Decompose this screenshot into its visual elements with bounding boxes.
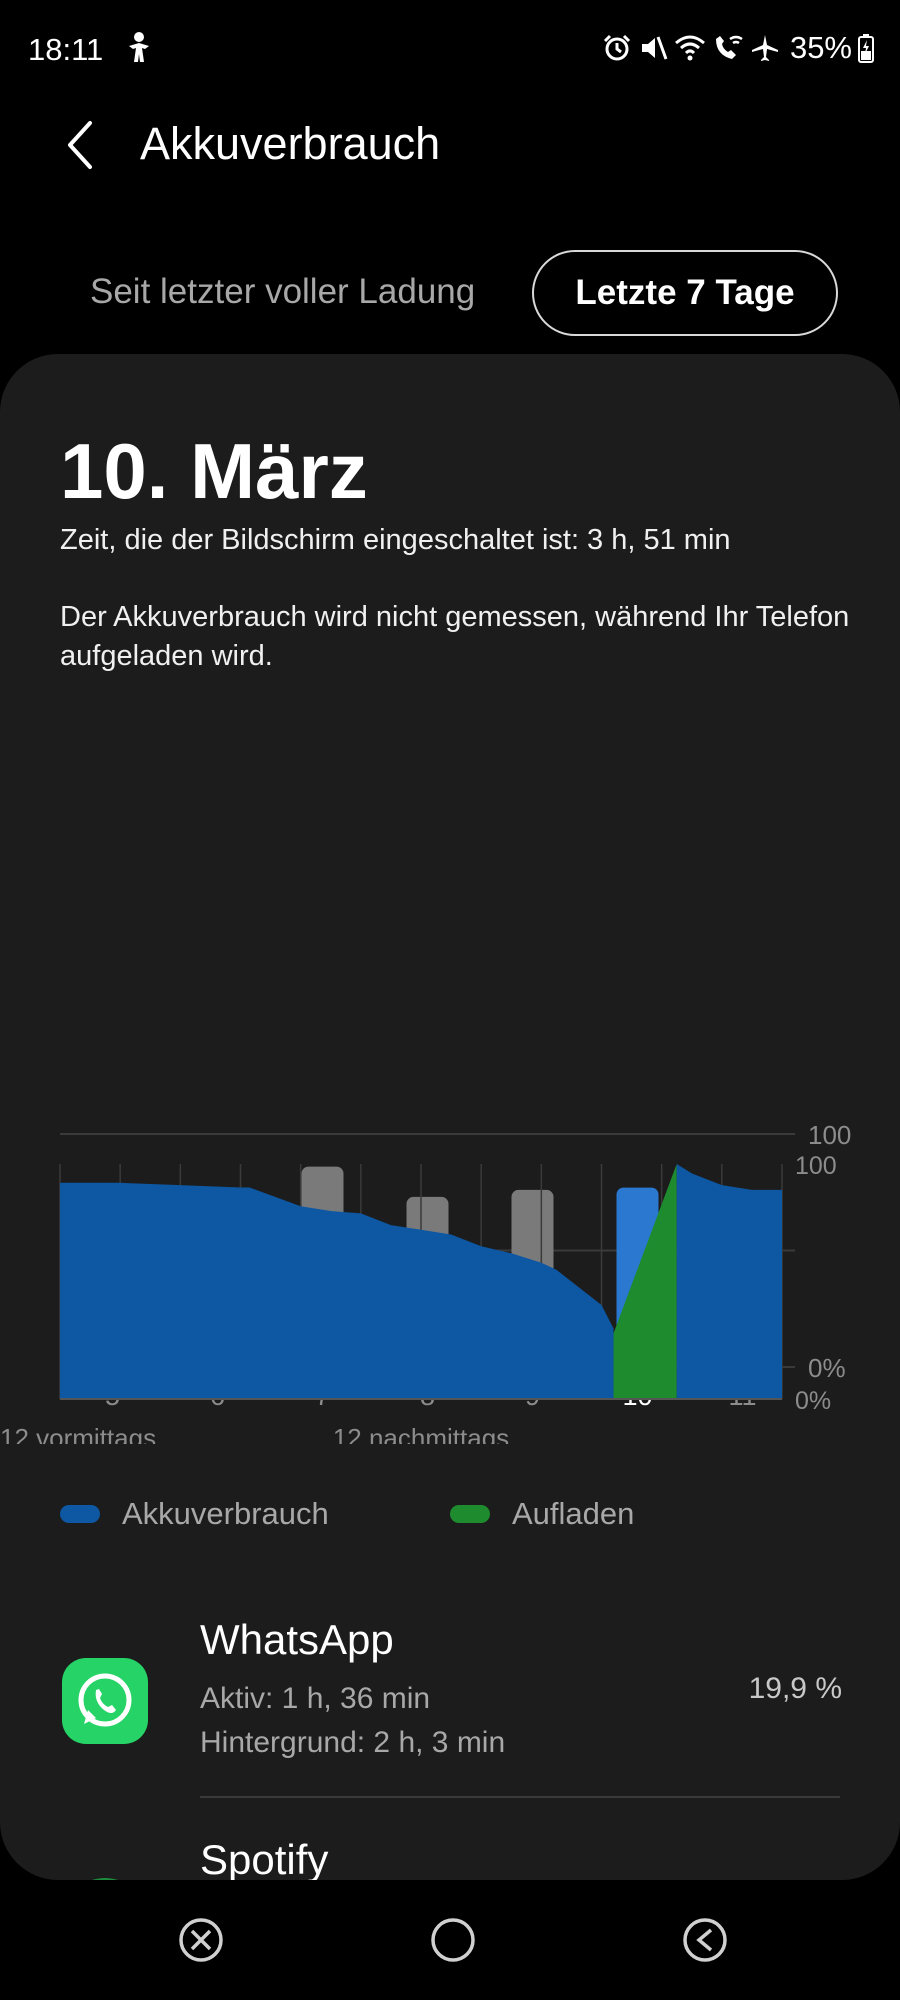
list-divider — [200, 1796, 840, 1798]
usage-area-after-charge — [676, 1164, 782, 1399]
app-name: Spotify — [200, 1836, 329, 1880]
bar-ytick-label: 100 — [808, 1120, 851, 1150]
usage-area — [60, 1182, 614, 1399]
spotify-icon — [62, 1878, 148, 1880]
app-active-time: Aktiv: 1 h, 36 min — [200, 1682, 431, 1715]
app-name: WhatsApp — [200, 1616, 394, 1663]
app-row-whatsapp[interactable]: WhatsApp Aktiv: 1 h, 36 min Hintergrund:… — [0, 1616, 900, 1776]
back-button[interactable] — [50, 110, 110, 180]
wifi-call-icon — [715, 35, 743, 59]
whatsapp-icon — [62, 1658, 148, 1744]
alarm-icon — [603, 34, 631, 61]
legend-usage-swatch — [60, 1505, 100, 1523]
date-heading: 10. März — [60, 427, 368, 515]
airplane-icon — [751, 35, 778, 61]
page-title: Akkuverbrauch — [140, 118, 441, 169]
area-xtick-label: 12 nachmittags — [333, 1423, 509, 1444]
area-ytick-label: 0% — [795, 1387, 831, 1415]
charge-area — [613, 1164, 677, 1399]
legend-charge: Aufladen — [450, 1496, 634, 1532]
nav-back-button[interactable] — [675, 1910, 735, 1970]
app-row-spotify[interactable]: Spotify — [0, 1814, 900, 1880]
status-time: 18:11 — [28, 32, 104, 67]
legend-usage: Akkuverbrauch — [60, 1496, 329, 1532]
status-icons: 35% — [602, 28, 874, 68]
nav-home-button[interactable] — [423, 1910, 483, 1970]
accessibility-icon — [129, 32, 149, 62]
back-icon — [683, 1918, 727, 1962]
area-xtick-label: 12 vormittags — [0, 1423, 156, 1444]
nav-recents-button[interactable] — [171, 1910, 231, 1970]
app-background-time: Hintergrund: 2 h, 3 min — [200, 1726, 506, 1759]
app-usage-percent: 19,9 % — [748, 1672, 842, 1705]
battery-level-area-chart: 100 0% 12 vormittags 12 nachmittags — [0, 1152, 837, 1444]
screen-on-time: Zeit, die der Bildschirm eingeschaltet i… — [60, 524, 731, 556]
bar-ytick-label: 0% — [808, 1353, 846, 1383]
recents-icon — [179, 1918, 223, 1962]
wifi-icon — [674, 35, 705, 61]
tab-last-7-days[interactable]: Letzte 7 Tage — [532, 250, 838, 336]
mute-icon — [641, 36, 668, 60]
chevron-left-icon — [68, 121, 92, 169]
battery-charging-icon — [858, 34, 874, 63]
tab-since-full-charge[interactable]: Seit letzter voller Ladung — [90, 272, 476, 311]
legend-charge-swatch — [450, 1505, 490, 1523]
home-icon — [431, 1918, 475, 1962]
battery-usage-card: 10. März Zeit, die der Bildschirm einges… — [0, 354, 900, 1880]
battery-percent: 35% — [789, 30, 852, 65]
legend-charge-label: Aufladen — [512, 1496, 635, 1531]
charging-notice: Der Akkuverbrauch wird nicht gemessen, w… — [60, 601, 850, 672]
area-ytick-label: 100 — [795, 1152, 837, 1180]
legend-usage-label: Akkuverbrauch — [122, 1496, 329, 1531]
